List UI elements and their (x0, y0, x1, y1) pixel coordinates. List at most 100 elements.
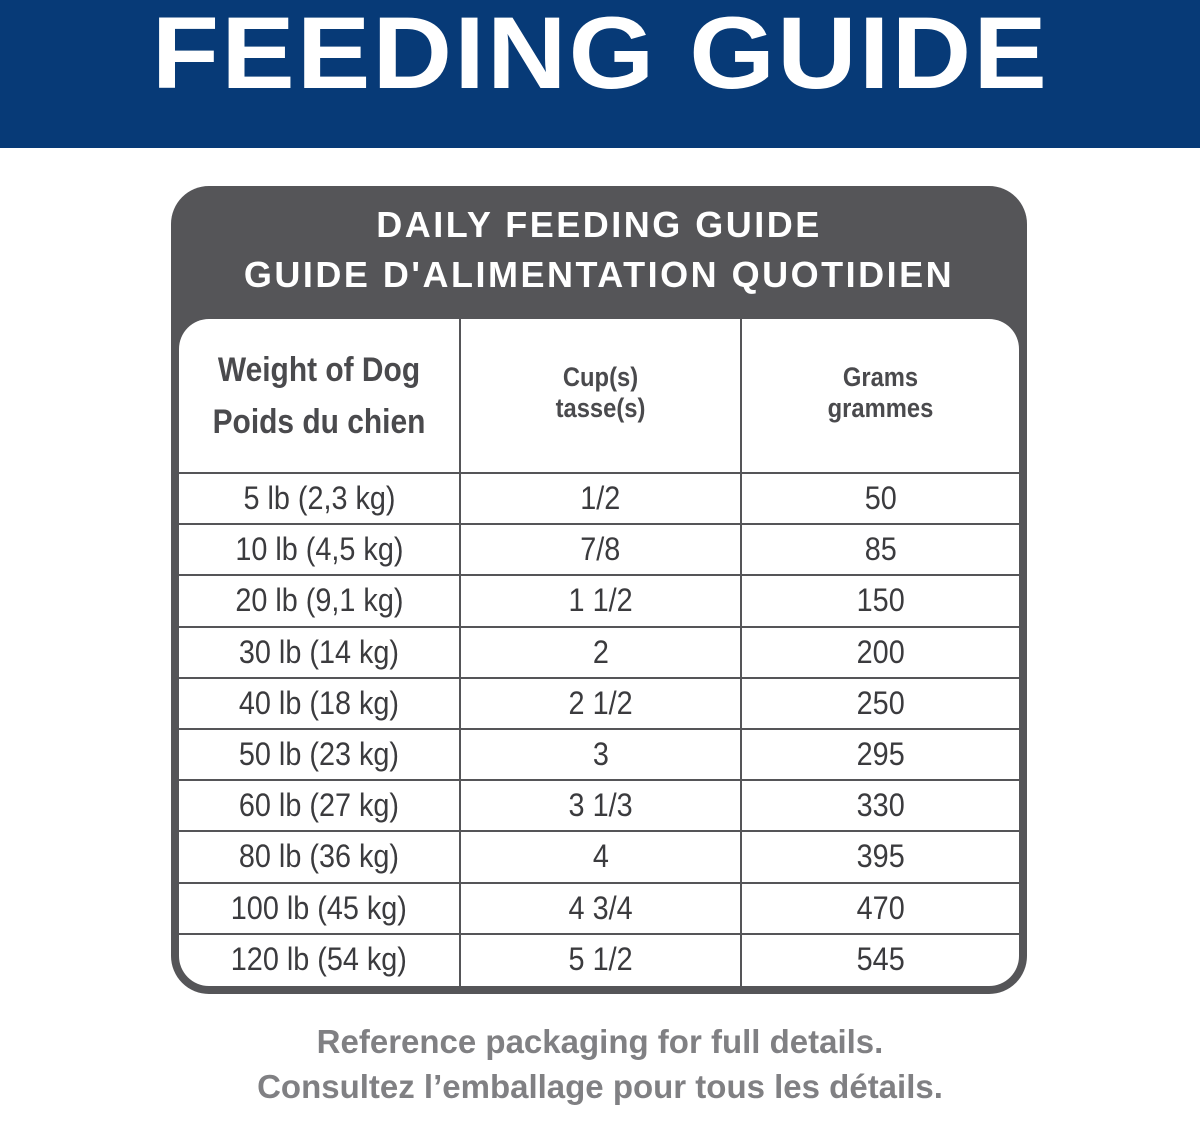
table-row: 40 lb (18 kg) 2 1/2 250 (179, 679, 1019, 728)
table-row: 100 lb (45 kg) 4 3/4 470 (179, 884, 1019, 933)
header-cups-fr: tasse(s) (555, 393, 646, 423)
header-grams: Grams grammes (759, 319, 1003, 473)
cell-weight: 30 lb (14 kg) (179, 628, 459, 677)
cell-grams: 85 (742, 525, 1019, 574)
row-divider (179, 472, 1019, 474)
row-divider (179, 779, 1019, 782)
table-row: 5 lb (2,3 kg) 1/2 50 (179, 474, 1019, 523)
column-divider (740, 319, 742, 986)
row-divider (179, 574, 1019, 577)
cell-cups: 2 (461, 628, 740, 677)
cell-weight-value: 30 lb (14 kg) (238, 633, 400, 670)
row-divider (179, 881, 1019, 884)
card-heading-fr: GUIDE D'ALIMENTATION QUOTIDIEN (243, 254, 955, 295)
cell-cups-value: 2 1/2 (568, 684, 633, 721)
cell-grams-value: 250 (856, 684, 905, 721)
cell-weight-value: 10 lb (4,5 kg) (234, 531, 404, 568)
cell-grams-value: 295 (856, 736, 905, 772)
cell-grams: 250 (742, 679, 1019, 728)
table-row: 20 lb (9,1 kg) 1 1/2 150 (179, 576, 1019, 625)
header-grams-fr: grammes (827, 393, 934, 423)
cell-weight: 10 lb (4,5 kg) (179, 525, 459, 574)
row-divider (179, 676, 1019, 679)
cell-grams-value: 330 (856, 787, 905, 824)
cell-grams: 50 (742, 474, 1019, 523)
cell-weight: 40 lb (18 kg) (179, 679, 459, 728)
cell-grams: 395 (742, 832, 1019, 881)
cell-cups: 5 1/2 (461, 935, 740, 984)
header-cups: Cup(s) tasse(s) (478, 319, 724, 473)
cell-weight-value: 50 lb (23 kg) (238, 736, 400, 772)
page-title: FEEDING GUIDE (151, 0, 1049, 110)
cell-weight: 120 lb (54 kg) (179, 935, 459, 984)
cell-weight-value: 40 lb (18 kg) (238, 684, 400, 721)
table-row: 120 lb (54 kg) 5 1/2 545 (179, 935, 1019, 984)
footer-note-en: Reference packaging for full details. (316, 1023, 884, 1060)
cell-cups: 3 1/3 (461, 781, 740, 830)
cell-grams-value: 545 (856, 940, 905, 977)
row-divider (179, 625, 1019, 628)
cell-grams-value: 150 (856, 582, 905, 619)
cell-weight: 50 lb (23 kg) (179, 730, 459, 779)
header-weight-en: Weight of Dog (217, 351, 421, 389)
cell-cups-value: 3 1/3 (568, 787, 633, 824)
row-divider (179, 728, 1019, 730)
cell-weight: 20 lb (9,1 kg) (179, 576, 459, 625)
cell-cups-value: 4 (592, 838, 609, 875)
cell-weight-value: 120 lb (54 kg) (230, 940, 408, 977)
header-cups-en: Cup(s) (562, 362, 639, 392)
cell-weight-value: 100 lb (45 kg) (230, 889, 408, 926)
cell-grams: 330 (742, 781, 1019, 830)
footer-note-fr: Consultez l’emballage pour tous les déta… (257, 1068, 943, 1105)
cell-cups-value: 1/2 (580, 480, 621, 516)
cell-grams: 545 (742, 935, 1019, 984)
cell-grams: 150 (742, 576, 1019, 625)
header-banner: FEEDING GUIDE (0, 0, 1200, 148)
row-divider (179, 523, 1019, 526)
cell-cups: 4 (461, 832, 740, 881)
cell-grams-value: 85 (864, 531, 897, 568)
footer-note: Reference packaging for full details. Co… (0, 1019, 1200, 1109)
card-heading: DAILY FEEDING GUIDE GUIDE D'ALIMENTATION… (171, 200, 1027, 300)
cell-grams-value: 470 (856, 889, 905, 926)
cell-weight: 100 lb (45 kg) (179, 884, 459, 933)
cell-grams: 200 (742, 628, 1019, 677)
cell-weight: 80 lb (36 kg) (179, 832, 459, 881)
cell-cups-value: 2 (592, 633, 609, 670)
row-divider (179, 932, 1019, 935)
row-divider (179, 830, 1019, 833)
cell-weight-value: 5 lb (2,3 kg) (242, 480, 396, 516)
cell-weight: 5 lb (2,3 kg) (179, 474, 459, 523)
table-row: 30 lb (14 kg) 2 200 (179, 628, 1019, 677)
cell-cups: 3 (461, 730, 740, 779)
table-row: 80 lb (36 kg) 4 395 (179, 832, 1019, 881)
cell-grams: 295 (742, 730, 1019, 779)
cell-weight-value: 80 lb (36 kg) (238, 838, 400, 875)
cell-grams-value: 50 (864, 480, 897, 516)
table-row: 60 lb (27 kg) 3 1/3 330 (179, 781, 1019, 830)
cell-weight-value: 20 lb (9,1 kg) (234, 582, 404, 619)
card-heading-en: DAILY FEEDING GUIDE (376, 204, 822, 245)
cell-cups-value: 7/8 (580, 531, 621, 568)
cell-grams: 470 (742, 884, 1019, 933)
cell-cups-value: 4 3/4 (568, 889, 633, 926)
cell-weight-value: 60 lb (27 kg) (238, 787, 400, 824)
column-divider (459, 319, 461, 986)
header-grams-en: Grams (842, 362, 919, 392)
cell-cups: 1/2 (461, 474, 740, 523)
cell-weight: 60 lb (27 kg) (179, 781, 459, 830)
feeding-table: Weight of Dog Poids du chien Cup(s) tass… (179, 319, 1019, 986)
header-weight: Weight of Dog Poids du chien (196, 319, 442, 473)
feeding-guide-card: DAILY FEEDING GUIDE GUIDE D'ALIMENTATION… (171, 186, 1027, 994)
cell-cups-value: 5 1/2 (568, 940, 633, 977)
cell-cups: 1 1/2 (461, 576, 740, 625)
table-row: 50 lb (23 kg) 3 295 (179, 730, 1019, 779)
cell-cups: 7/8 (461, 525, 740, 574)
table-row: 10 lb (4,5 kg) 7/8 85 (179, 525, 1019, 574)
cell-cups: 2 1/2 (461, 679, 740, 728)
cell-cups-value: 1 1/2 (568, 582, 633, 619)
cell-grams-value: 395 (856, 838, 905, 875)
cell-cups: 4 3/4 (461, 884, 740, 933)
cell-grams-value: 200 (856, 633, 905, 670)
header-weight-fr: Poids du chien (212, 403, 426, 441)
